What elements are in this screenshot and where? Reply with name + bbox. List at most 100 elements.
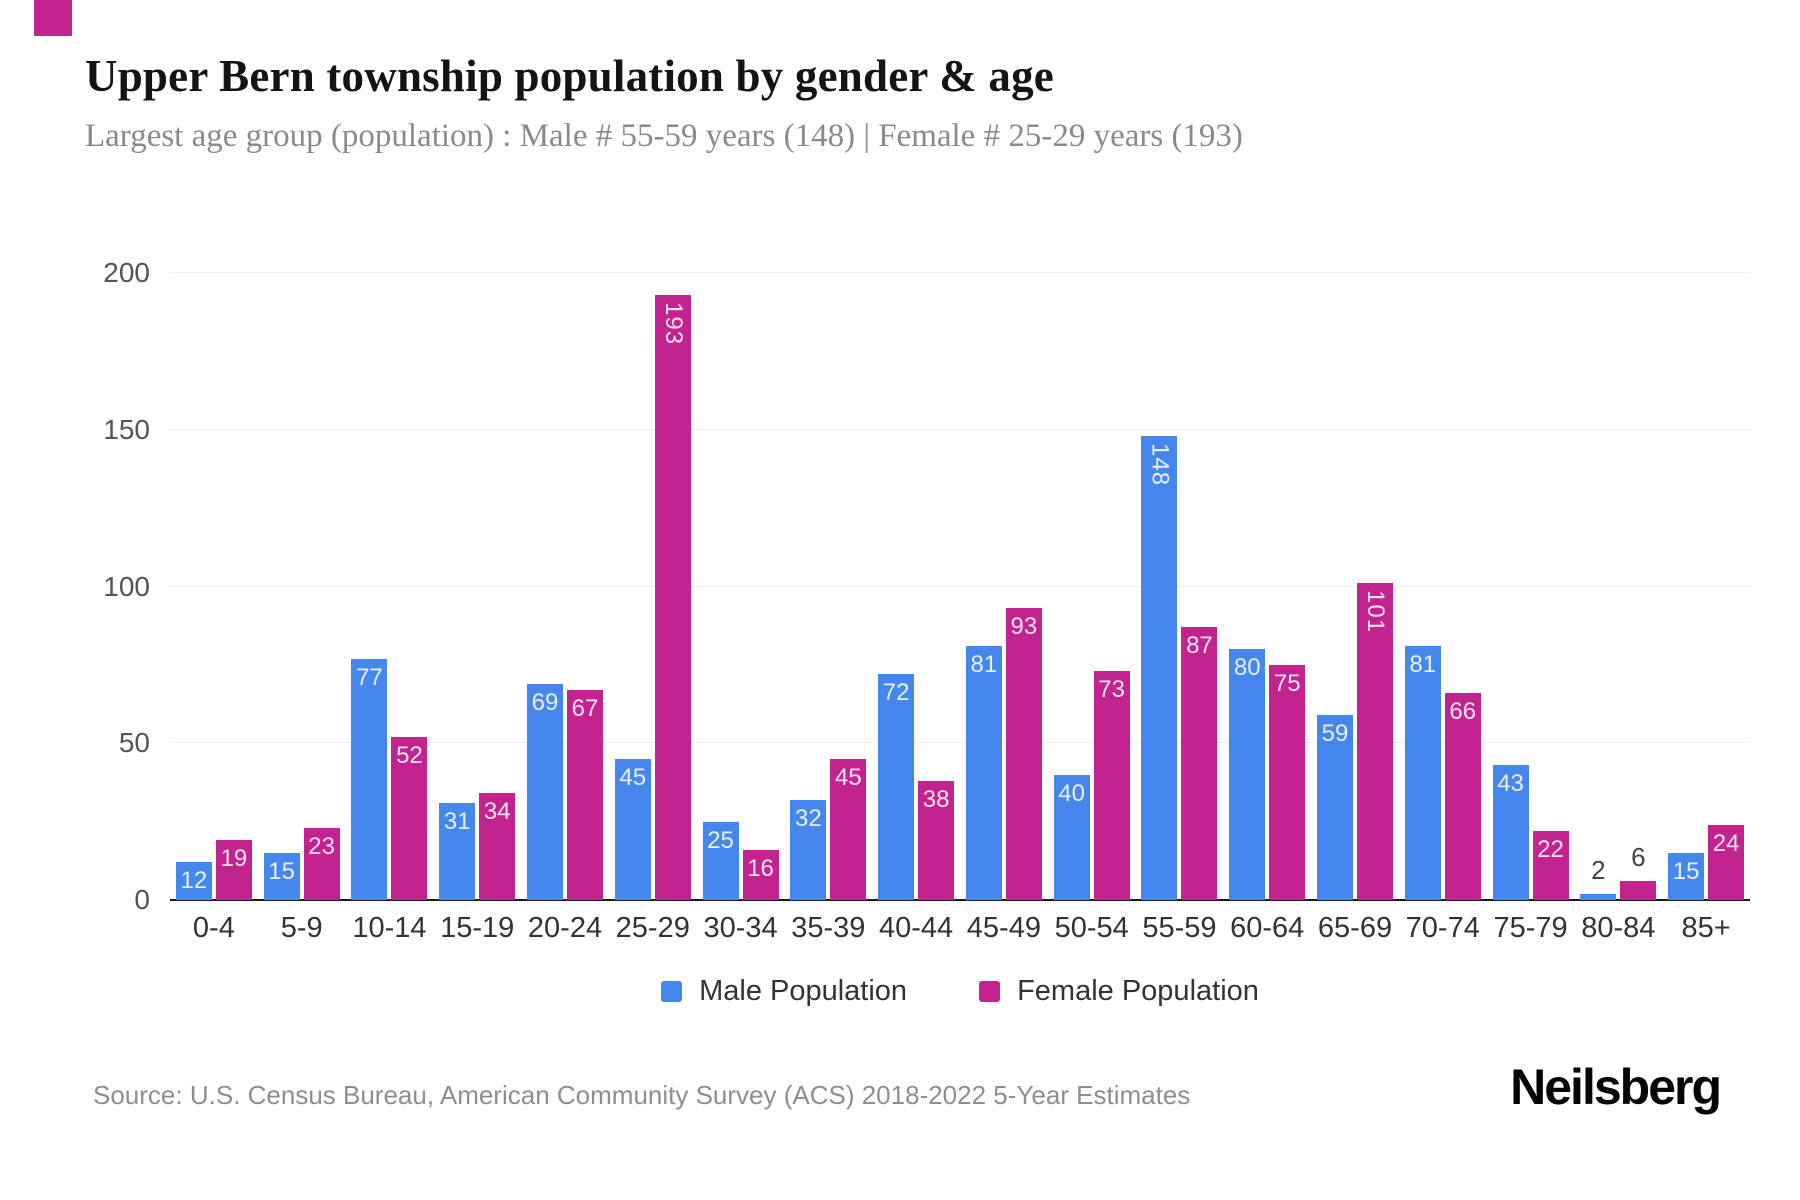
bar-value-label: 75 — [1273, 669, 1301, 697]
x-tick-20-24: 20-24 — [527, 912, 603, 944]
x-tick-85+: 85+ — [1681, 912, 1731, 944]
bar-value-label: 73 — [1098, 676, 1125, 704]
source-note: Source: U.S. Census Bureau, American Com… — [93, 1080, 1191, 1110]
bar-male-55-59: 148 — [1141, 436, 1178, 900]
bar-male-30-34: 25 — [702, 821, 739, 900]
bar-value-label: 24 — [1712, 829, 1740, 857]
bar-male-5-9: 15 — [263, 852, 300, 900]
bar-male-50-54: 40 — [1053, 774, 1090, 900]
bar-value-label: 23 — [308, 832, 335, 860]
bar-value-label: 81 — [1409, 651, 1437, 679]
x-tick-70-74: 70-74 — [1405, 912, 1480, 944]
bar-value-label: 6 — [1631, 842, 1646, 873]
brand-logo: Neilsberg — [1510, 1059, 1722, 1115]
bar-female-60-64: 75 — [1269, 664, 1306, 900]
bar-value-label: 19 — [220, 845, 248, 873]
bar-female-85+: 24 — [1708, 824, 1745, 900]
bar-value-label: 40 — [1058, 779, 1085, 807]
bar-female-5-9: 23 — [303, 827, 340, 900]
bar-value-label: 15 — [1672, 857, 1700, 885]
bar-value-label: 59 — [1321, 720, 1349, 748]
bar-value-label: 101 — [1362, 590, 1389, 634]
y-tick-50: 50 — [118, 727, 150, 759]
bar-value-label: 69 — [531, 688, 559, 716]
x-tick-40-44: 40-44 — [879, 912, 954, 944]
bar-male-85+: 15 — [1668, 852, 1705, 900]
bar-value-label: 34 — [483, 798, 511, 826]
x-tick-15-19: 15-19 — [440, 912, 515, 944]
bar-male-20-24: 69 — [527, 683, 563, 900]
x-tick-60-64: 60-64 — [1230, 912, 1305, 944]
legend-label: Female Population — [1017, 975, 1259, 1007]
x-axis-line — [170, 899, 1750, 901]
bar-female-75-79: 22 — [1532, 831, 1569, 900]
bar-value-label: 93 — [1010, 613, 1038, 641]
x-tick-25-29: 25-29 — [615, 912, 690, 944]
bar-female-65-69: 101 — [1357, 583, 1393, 900]
bar-male-45-49: 81 — [965, 646, 1002, 900]
bar-value-label: 66 — [1449, 698, 1477, 726]
legend: Male Population Female Population — [170, 975, 1750, 1008]
bar-male-35-39: 32 — [790, 799, 827, 900]
bar-female-15-19: 34 — [479, 793, 516, 900]
y-tick-150: 150 — [103, 413, 150, 445]
gridline-150 — [170, 428, 1750, 430]
bar-value-label: 43 — [1497, 770, 1524, 798]
bar-value-label: 31 — [443, 807, 471, 835]
x-tick-65-69: 65-69 — [1317, 912, 1393, 944]
bar-female-0-4: 19 — [215, 840, 252, 900]
y-tick-0: 0 — [134, 884, 150, 915]
bar-male-65-69: 59 — [1317, 715, 1353, 900]
x-tick-0-4: 0-4 — [192, 912, 235, 944]
x-tick-45-49: 45-49 — [966, 912, 1041, 944]
x-tick-80-84: 80-84 — [1581, 912, 1656, 944]
bar-value-label: 45 — [619, 763, 647, 791]
legend-label: Male Population — [699, 975, 908, 1007]
bar-value-label: 25 — [707, 826, 734, 854]
legend-swatch-female — [979, 981, 1001, 1002]
bar-male-75-79: 43 — [1492, 765, 1529, 900]
bar-value-label: 12 — [180, 867, 208, 895]
bar-female-25-29: 193 — [654, 294, 691, 900]
x-tick-5-9: 5-9 — [280, 912, 323, 944]
bar-female-10-14: 52 — [391, 736, 428, 900]
x-tick-75-79: 75-79 — [1493, 912, 1568, 944]
bar-value-label: 80 — [1233, 654, 1261, 682]
legend-item-male[interactable]: Male Population — [661, 975, 907, 1008]
chart-subtitle: Largest age group (population) : Male # … — [85, 118, 1243, 154]
bar-male-40-44: 72 — [878, 674, 915, 900]
gridline-200 — [170, 272, 1750, 273]
y-tick-100: 100 — [103, 570, 150, 602]
bar-value-label: 15 — [268, 857, 295, 885]
bar-value-label: 32 — [794, 804, 822, 832]
plot-area: 12 19 15 23 77 52 31 34 69 67 45 193 25 16 32 45 72 38 81 9… — [170, 272, 1750, 901]
bar-male-15-19: 31 — [439, 802, 476, 900]
gridline-100 — [170, 585, 1750, 587]
bar-female-40-44: 38 — [918, 780, 955, 900]
bar-value-label: 22 — [1537, 836, 1564, 864]
bar-value-label: 87 — [1186, 632, 1213, 660]
bar-female-30-34: 16 — [742, 849, 779, 900]
bar-male-60-64: 80 — [1229, 649, 1266, 900]
bar-value-label: 193 — [659, 301, 687, 345]
bar-female-80-84: 6 — [1620, 842, 1657, 900]
bar-value-label: 2 — [1591, 854, 1606, 885]
x-tick-35-39: 35-39 — [791, 912, 866, 944]
legend-swatch-male — [661, 981, 683, 1002]
bar-male-10-14: 77 — [351, 658, 388, 900]
x-tick-10-14: 10-14 — [352, 912, 427, 944]
legend-item-female[interactable]: Female Population — [979, 975, 1259, 1008]
chart-title: Upper Bern township population by gender… — [85, 51, 1054, 101]
bar-value-label: 148 — [1146, 443, 1174, 487]
x-tick-55-59: 55-59 — [1142, 912, 1217, 944]
bar-value-label: 38 — [922, 785, 950, 813]
bar-female-50-54: 73 — [1093, 671, 1130, 900]
x-tick-50-54: 50-54 — [1054, 912, 1129, 944]
bar-female-20-24: 67 — [567, 689, 603, 900]
bar-female-70-74: 66 — [1444, 693, 1481, 900]
x-tick-30-34: 30-34 — [703, 912, 778, 944]
bar-female-55-59: 87 — [1181, 627, 1218, 900]
bar-value-label: 45 — [834, 763, 862, 791]
y-tick-200: 200 — [103, 257, 150, 288]
